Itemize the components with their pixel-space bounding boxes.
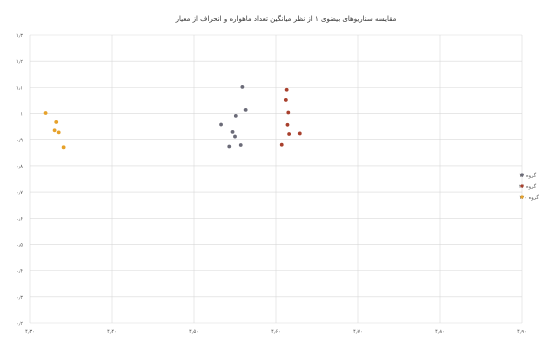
data-point bbox=[283, 98, 288, 102]
data-point bbox=[56, 130, 61, 135]
y-tick-label: ۰٫۴ bbox=[16, 269, 23, 275]
y-tick-label: ۱٫۲ bbox=[16, 59, 23, 65]
data-point bbox=[240, 84, 245, 89]
data-point bbox=[287, 132, 292, 136]
data-point bbox=[284, 87, 289, 92]
data-point bbox=[286, 110, 291, 115]
legend: گروه ۱۲ گروه ۲۴ گروه ۱۲۰ bbox=[519, 172, 539, 201]
y-tick-label: ۱٫۳ bbox=[16, 33, 23, 39]
data-point bbox=[238, 143, 243, 147]
x-tick-label: ۴٫۵۰ bbox=[189, 329, 199, 335]
legend-item: گروه ۱۲ bbox=[519, 172, 537, 179]
legend-item: گروه ۲۴ bbox=[519, 183, 537, 190]
x-tick-label: ۴٫۹۰ bbox=[517, 329, 527, 335]
data-point bbox=[43, 111, 48, 115]
data-points bbox=[43, 84, 302, 150]
y-tick-label: ۰٫۶ bbox=[16, 216, 23, 222]
data-point bbox=[285, 122, 290, 127]
grid bbox=[29, 34, 523, 324]
y-tick-label: ۱ bbox=[20, 112, 23, 118]
y-tick-label: ۰٫۸ bbox=[16, 164, 23, 170]
y-tick-label: ۱٫۱ bbox=[16, 85, 23, 91]
y-tick-label: ۰٫۲ bbox=[16, 321, 23, 327]
legend-marker bbox=[520, 195, 524, 199]
legend-label: گروه ۱۲ bbox=[519, 172, 537, 179]
axes: ۰٫۲ ۰٫۳ ۰٫۴ ۰٫۵ ۰٫۶ ۰٫۷ ۰٫۸ ۰٫۹ ۱ ۱٫۱ ۱٫۲ ۱٫۳ ۴٫۳۰ ۴٫… bbox=[16, 33, 527, 335]
data-point bbox=[230, 129, 235, 134]
data-point bbox=[233, 114, 238, 118]
y-tick-label: ۰٫۳ bbox=[16, 295, 23, 301]
y-tick-label: ۰٫۵ bbox=[16, 242, 23, 248]
x-tick-label: ۴٫۶۰ bbox=[271, 329, 281, 335]
data-point bbox=[219, 122, 223, 127]
data-point bbox=[227, 144, 232, 149]
x-tick-label: ۴٫۴۰ bbox=[107, 329, 117, 335]
legend-marker bbox=[520, 184, 524, 188]
legend-marker bbox=[520, 173, 524, 177]
data-point bbox=[52, 128, 57, 133]
y-tick-label: ۰٫۷ bbox=[16, 190, 23, 196]
data-point bbox=[233, 134, 237, 139]
legend-label: گروه ۱۲۰ bbox=[519, 194, 539, 201]
x-tick-label: ۴٫۳۰ bbox=[25, 329, 35, 335]
chart-title: مقایسه سناریوهای بیضوی ۱ از نظر میانگین … bbox=[175, 14, 397, 23]
x-tick-label: ۴٫۷۰ bbox=[353, 329, 363, 335]
data-point bbox=[243, 107, 248, 112]
x-tick-label: ۴٫۸۰ bbox=[435, 329, 445, 335]
data-point bbox=[297, 131, 302, 136]
legend-label: گروه ۲۴ bbox=[519, 183, 537, 190]
data-point bbox=[61, 145, 66, 150]
y-tick-label: ۰٫۹ bbox=[16, 138, 23, 144]
data-point bbox=[54, 120, 59, 124]
legend-item: گروه ۱۲۰ bbox=[519, 194, 539, 201]
data-point bbox=[279, 142, 284, 147]
